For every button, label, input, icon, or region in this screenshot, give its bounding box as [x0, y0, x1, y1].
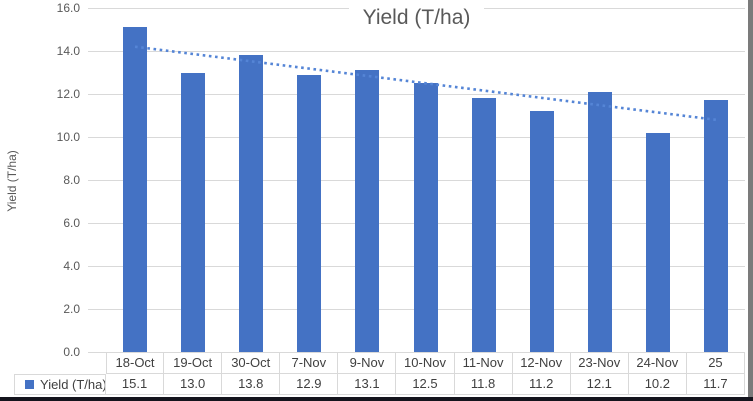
- y-axis-tick-label: 4.0: [63, 259, 80, 273]
- y-axis-tick-label: 8.0: [63, 173, 80, 187]
- bar-25: [703, 100, 728, 352]
- table-header-9-Nov: 9-Nov: [338, 352, 397, 374]
- window-bottom-border: [0, 397, 753, 401]
- bar-12-Nov: [529, 111, 554, 352]
- table-value-9-Nov: 13.1: [338, 373, 397, 395]
- table-value-24-Nov: 10.2: [628, 373, 687, 395]
- table-header-11-Nov: 11-Nov: [454, 352, 513, 374]
- y-axis-tick-label: 2.0: [63, 302, 80, 316]
- legend-cell: Yield (T/ha): [14, 373, 106, 395]
- y-axis-tick-label: 6.0: [63, 216, 80, 230]
- table-value-7-Nov: 12.9: [280, 373, 339, 395]
- table-header-19-Oct: 19-Oct: [164, 352, 223, 374]
- table-header-12-Nov: 12-Nov: [512, 352, 571, 374]
- trendline: [134, 45, 717, 122]
- bar-23-Nov: [587, 91, 612, 352]
- chart-title-text: Yield (T/ha): [348, 6, 485, 30]
- bar-9-Nov: [355, 70, 380, 352]
- bar-11-Nov: [471, 98, 496, 352]
- table-value-25: 11.7: [686, 373, 745, 395]
- table-value-19-Oct: 13.0: [164, 373, 223, 395]
- table-value-23-Nov: 12.1: [570, 373, 629, 395]
- bar-10-Nov: [413, 83, 438, 352]
- table-header-30-Oct: 30-Oct: [222, 352, 281, 374]
- table-value-10-Nov: 12.5: [396, 373, 455, 395]
- plot-area: [88, 8, 745, 353]
- table-header-7-Nov: 7-Nov: [280, 352, 339, 374]
- bar-7-Nov: [297, 74, 322, 352]
- y-axis-tick-label: 16.0: [56, 1, 80, 15]
- window-right-border: [748, 0, 753, 401]
- bar-30-Oct: [239, 55, 264, 352]
- table-value-11-Nov: 11.8: [454, 373, 513, 395]
- table-value-12-Nov: 11.2: [512, 373, 571, 395]
- bar-24-Nov: [645, 132, 670, 352]
- table-value-30-Oct: 13.8: [222, 373, 281, 395]
- chart-title: Yield (T/ha): [88, 6, 745, 30]
- table-header-24-Nov: 24-Nov: [628, 352, 687, 374]
- gridline: [88, 51, 745, 52]
- table-header-25: 25: [686, 352, 745, 374]
- table-header-10-Nov: 10-Nov: [396, 352, 455, 374]
- bar-18-Oct: [123, 27, 148, 352]
- legend-series-marker-icon: [25, 379, 34, 389]
- y-axis-tick-label: 14.0: [56, 44, 80, 58]
- legend-label: Yield (T/ha): [40, 376, 106, 392]
- y-axis-tick-label: 12.0: [56, 87, 80, 101]
- table-header-18-Oct: 18-Oct: [106, 352, 165, 374]
- bar-19-Oct: [181, 72, 206, 352]
- y-axis-tick-label: 10.0: [56, 130, 80, 144]
- y-axis-tick-label: 0.0: [63, 345, 80, 359]
- table-value-18-Oct: 15.1: [106, 373, 165, 395]
- data-table: 18-Oct 19-Oct 30-Oct 7-Nov 9-Nov 10-Nov 11-Nov…: [14, 352, 745, 395]
- table-header-23-Nov: 23-Nov: [570, 352, 629, 374]
- table-corner-spacer: [14, 352, 106, 374]
